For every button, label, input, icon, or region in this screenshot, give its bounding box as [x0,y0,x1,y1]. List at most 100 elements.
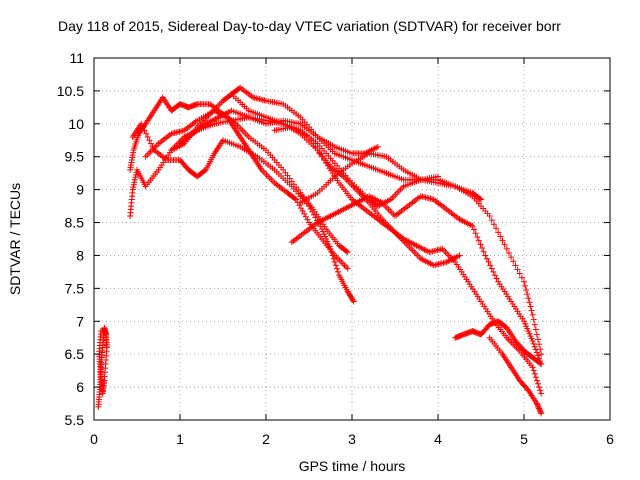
data-point [350,298,357,305]
data-point [537,409,544,416]
data-point [512,262,519,269]
data-point [525,295,532,302]
series-track-m [95,324,110,410]
data-point [310,140,317,147]
y-tick-label: 10 [68,116,84,132]
y-tick-label: 9 [76,182,84,198]
data-point [491,272,498,279]
data-point [479,245,486,252]
data-point [349,297,356,304]
data-point [508,254,515,261]
x-tick-label: 1 [176,431,184,447]
data-point [501,241,508,248]
data-point [477,241,484,248]
data-point [537,387,544,394]
data-point [488,217,495,224]
data-point [538,410,545,417]
data-point [531,343,538,350]
data-point [143,130,150,137]
y-tick-label: 6 [76,379,84,395]
y-tick-label: 9.5 [65,149,85,165]
data-point [476,195,483,202]
data-point [521,278,527,285]
data-point [147,140,154,147]
data-point [527,303,534,310]
data-point [530,367,537,374]
y-tick-label: 7.5 [65,280,85,296]
data-point [138,120,145,127]
data-point [516,270,523,277]
data-point [536,384,543,391]
data-point [514,266,521,273]
data-point [533,331,540,338]
y-tick-label: 5.5 [65,412,85,428]
data-point [333,265,340,272]
data-point [523,287,530,294]
data-point [482,252,489,259]
data-point [490,268,497,275]
data-point [529,364,536,371]
y-tick-label: 7 [76,313,84,329]
data-point [478,196,484,203]
data-point [374,143,381,150]
data-point [344,265,351,272]
data-point [141,127,148,134]
data-point [532,326,539,333]
data-point [97,328,104,335]
data-point [493,225,500,232]
data-point [474,233,481,240]
data-point [532,346,539,353]
data-point [308,137,315,144]
data-point [510,258,517,265]
y-tick-label: 6.5 [65,346,85,362]
data-marks [95,84,545,417]
data-point [531,321,538,328]
series-track-d [142,107,351,272]
data-point [533,377,540,384]
data-point [537,360,544,367]
series-track-g [228,91,545,358]
data-point [306,133,312,140]
x-tick-label: 4 [434,431,442,447]
data-point [524,291,531,298]
data-point [146,137,153,144]
data-point [495,229,502,236]
data-point [529,338,536,345]
data-point [344,249,351,256]
data-point [518,274,525,281]
data-point [144,133,151,140]
data-point [486,212,493,219]
series-track-j [452,318,545,368]
data-point [331,259,338,266]
data-point [532,374,539,381]
data-point [533,349,540,356]
data-point [538,361,545,368]
y-axis-label: SDTVAR / TECUs [7,183,23,295]
data-point [485,259,492,266]
data-point [316,150,323,157]
y-tick-label: 8.5 [65,215,85,231]
data-point [318,153,325,160]
data-point [530,340,537,347]
data-point [505,249,512,256]
data-point [343,248,350,255]
data-point [480,248,487,255]
data-point [312,143,319,150]
series-track-l [297,150,484,206]
data-point [538,351,545,358]
data-point [490,221,497,228]
x-axis-label: GPS time / hours [299,458,406,474]
data-point [534,352,541,359]
data-point [497,233,504,240]
data-point [456,252,463,259]
data-point [487,262,494,269]
data-point [139,124,146,131]
data-point [503,245,510,252]
data-point [335,268,342,275]
data-point [534,380,541,387]
series-track-h [288,193,545,368]
data-point [493,275,500,282]
data-point [526,299,533,306]
y-tick-label: 11 [69,50,84,66]
x-tick-label: 5 [520,431,528,447]
